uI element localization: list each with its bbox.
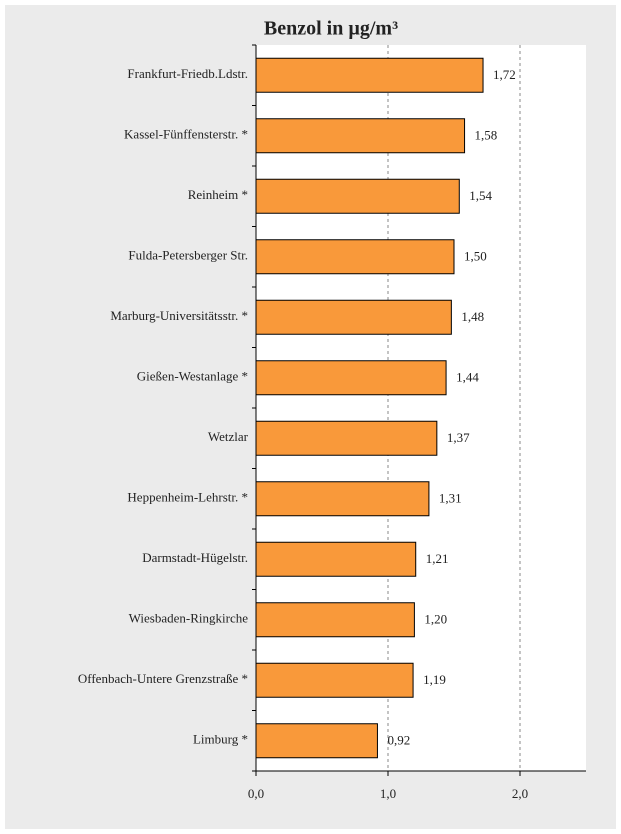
value-label: 1,21: [426, 551, 449, 566]
value-label: 1,44: [456, 370, 479, 385]
value-label: 1,31: [439, 491, 462, 506]
y-tick-label: Kassel-Fünffensterstr. *: [124, 127, 248, 142]
y-tick-label: Frankfurt-Friedb.Ldstr.: [127, 66, 248, 81]
value-label: 1,72: [493, 67, 516, 82]
value-label: 1,48: [461, 309, 484, 324]
bar: [255, 178, 460, 214]
bar: [255, 541, 417, 577]
bar: [255, 662, 414, 698]
x-tick-label: 2,0: [512, 786, 528, 801]
y-tick-label: Gießen-Westanlage *: [137, 369, 248, 384]
x-tick-label: 0,0: [248, 786, 264, 801]
y-tick-label: Offenbach-Untere Grenzstraße *: [78, 671, 248, 686]
bar: [255, 57, 484, 93]
y-tick-label: Marburg-Universitätsstr. *: [110, 308, 248, 323]
bar: [255, 602, 415, 638]
value-label: 1,58: [475, 128, 498, 143]
value-label: 1,20: [424, 612, 447, 627]
bar: [255, 118, 466, 154]
bar: [255, 239, 455, 275]
bar: [255, 481, 430, 517]
value-label: 1,50: [464, 249, 487, 264]
bar: [255, 723, 378, 759]
x-tick-label: 1,0: [380, 786, 396, 801]
y-tick-label: Wetzlar: [208, 429, 249, 444]
y-tick-label: Darmstadt-Hügelstr.: [142, 550, 248, 565]
y-tick-label: Limburg *: [193, 732, 248, 747]
y-tick-label: Reinheim *: [188, 187, 248, 202]
y-tick-label: Wiesbaden-Ringkirche: [129, 611, 249, 626]
y-tick-label: Heppenheim-Lehrstr. *: [127, 490, 248, 505]
value-label: 1,54: [469, 188, 492, 203]
bar: [255, 420, 438, 456]
y-tick-label: Fulda-Petersberger Str.: [128, 248, 248, 263]
value-label: 1,37: [447, 430, 470, 445]
bar: [255, 360, 447, 396]
value-label: 1,19: [423, 672, 446, 687]
plot-area: [256, 45, 586, 771]
value-label: 0,92: [387, 733, 410, 748]
bar: [255, 299, 452, 335]
chart-title: Benzol in µg/m³: [264, 18, 398, 40]
